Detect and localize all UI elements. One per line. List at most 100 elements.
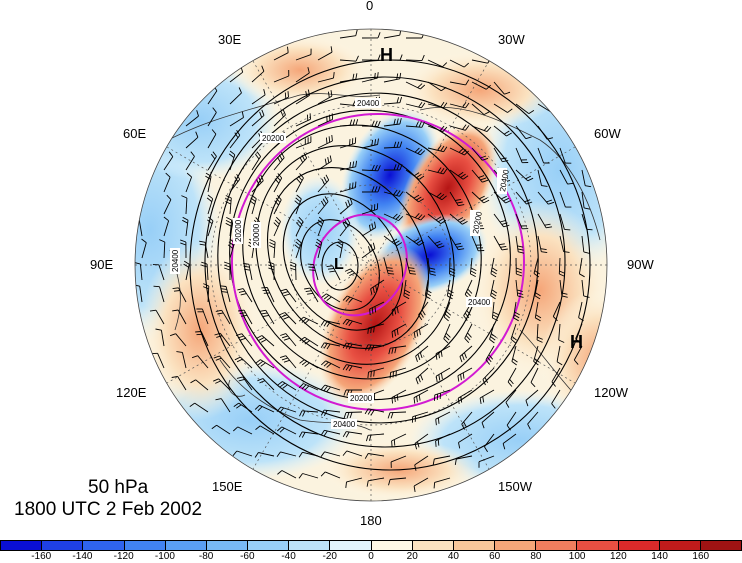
wind-barb [406,60,422,61]
colorbar-segment [248,541,289,550]
colorbar-ticks: -160 -140 -120 -100 -80 -60 -40 -20 0 20 40 60 80 100… [0,551,742,563]
lon-label-90w: 90W [627,257,654,272]
contour-label: 20000 [252,223,261,246]
lon-label-0: 0 [366,0,373,13]
colorbar-tick-label: -40 [281,551,295,562]
wind-barb-feather [197,334,203,335]
colorbar-segment [166,541,207,550]
wind-barb-feather [355,182,356,188]
wind-barb-feather [434,482,435,488]
colorbar-tick-label: 60 [489,551,500,562]
colorbar-segment [207,541,248,550]
wind-barb-feather [309,267,315,268]
colorbar-tick-label: -20 [323,551,337,562]
wind-barb-feather [368,372,369,378]
colorbar-tick-label: -100 [155,551,175,562]
wind-barb [346,412,362,413]
wind-barb-feather [371,371,372,377]
wind-barb-feather [387,271,393,272]
colorbar-tick-label: -160 [31,551,51,562]
contour-label: 20200 [350,394,373,403]
lon-label-30w: 30W [498,32,525,47]
wind-barb-feather [392,441,393,447]
contour-label: 20200 [262,134,285,143]
colorbar-segment [660,541,701,550]
valid-time: 1800 UTC 2 Feb 2002 [14,499,202,521]
wind-barb-feather [285,93,286,99]
wind-barb-feather [394,440,395,446]
wind-barb-feather [587,229,593,230]
wind-barb-feather [390,372,391,378]
wind-barb-feather [195,332,201,333]
colorbar-segment [372,541,413,550]
lon-label-60w: 60W [594,126,621,141]
wind-barb-feather [375,306,376,312]
contour-label: 20200 [234,219,243,242]
colorbar-segment [413,541,454,550]
wind-barb-feather [308,264,314,265]
low-center: L [334,256,344,274]
colorbar-tick-label: -140 [72,551,92,562]
colorbar-segment [619,541,660,550]
wind-barb-feather [329,136,330,142]
wind-barb-feather [438,440,439,446]
colorbar-tick-label: -60 [240,551,254,562]
colorbar-segment [536,541,577,550]
contour-label: 20400 [333,420,356,429]
wind-barb-feather [370,309,371,315]
colorbar-tick-label: 20 [407,551,418,562]
colorbar-tick-label: 100 [569,551,586,562]
colorbar [0,540,742,551]
lon-label-150w: 150W [498,479,532,494]
lon-label-180: 180 [360,513,382,528]
contour-label: 20400 [171,249,180,272]
colorbar-segment [577,541,618,550]
lon-label-30e: 30E [218,32,241,47]
colorbar-segment [701,541,741,550]
colorbar-tick-label: 120 [610,551,627,562]
lon-label-150e: 150E [212,479,242,494]
high-center-east: H [570,332,583,353]
lon-label-90e: 90E [90,257,113,272]
wind-barb-feather [326,138,327,144]
colorbar-segment [1,541,42,550]
wind-barb-feather [288,91,289,97]
colorbar-tick-label: 140 [651,551,668,562]
wind-barb-feather [564,229,570,230]
colorbar-segment [495,541,536,550]
lon-label-60e: 60E [123,126,146,141]
colorbar-tick-label: -80 [199,551,213,562]
wind-barb-feather [438,418,439,424]
lon-label-120w: 120W [594,385,628,400]
colorbar-tick-label: 40 [448,551,459,562]
colorbar-segment [125,541,166,550]
colorbar-tick-label: 0 [368,551,374,562]
wind-barb-feather [353,183,354,189]
wind-barb-feather [393,372,394,378]
colorbar-segment [83,541,124,550]
contour-label: 20400 [468,298,491,307]
colorbar-segment [42,541,83,550]
wind-barb-feather [552,109,557,113]
wind-barb-feather [387,268,393,269]
lon-label-120e: 120E [116,385,146,400]
wind-barb-feather [372,308,373,314]
colorbar-segment [330,541,371,550]
contour-label: 20400 [357,99,380,108]
colorbar-segment [454,541,495,550]
wind-barb-feather [396,371,397,377]
wind-barb-feather [133,219,139,220]
wind-barb-feather [388,274,394,275]
colorbar-tick-label: 80 [530,551,541,562]
wind-barb-feather [350,183,351,189]
pressure-level: 50 hPa [88,477,148,499]
colorbar-tick-label: -120 [114,551,134,562]
colorbar-segment [289,541,330,550]
wind-barb-feather [309,270,315,271]
wind-barb-feather [374,371,375,377]
colorbar-tick-label: 160 [692,551,709,562]
wind-barb-feather [436,441,437,447]
high-center-north: H [380,45,393,66]
wind-barb-feather [332,135,333,141]
wind-barb-feather [154,286,160,287]
